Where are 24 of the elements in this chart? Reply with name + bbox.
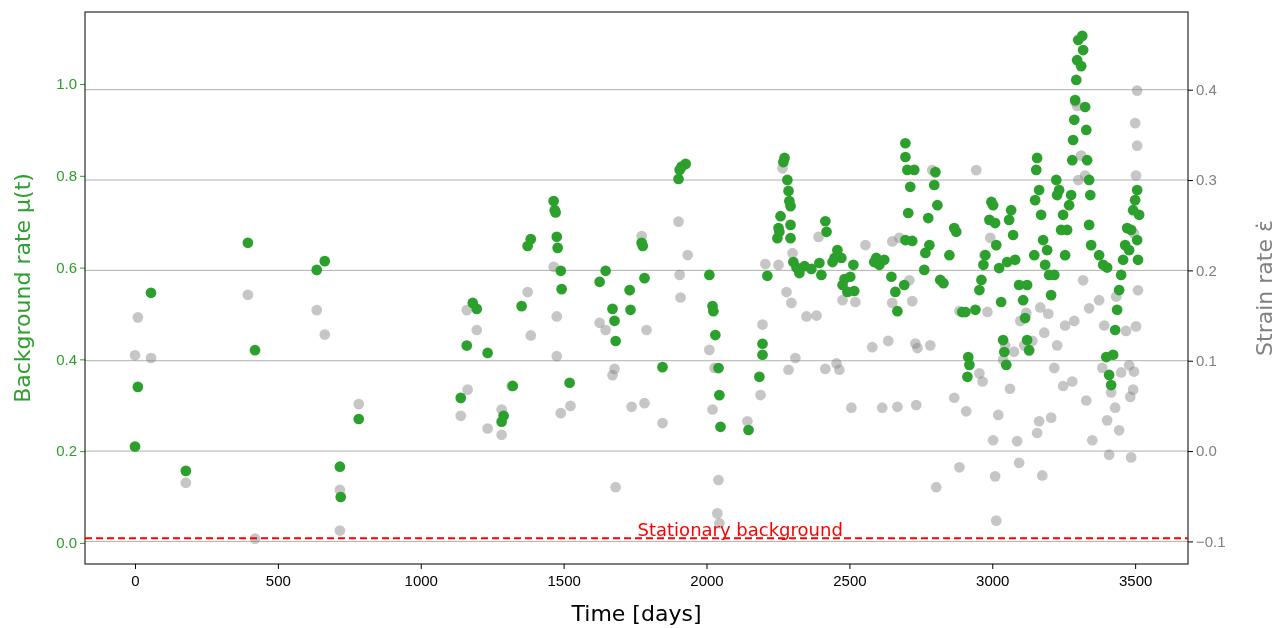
y2-axis-title: Strain rate ε̇ <box>1252 220 1277 356</box>
y2-tick-label: −0.1 <box>1196 532 1226 550</box>
x-tick-label: 1500 <box>547 571 581 589</box>
y2-tick-label: 0.0 <box>1196 442 1217 460</box>
ref-line-label: Stationary background <box>637 519 843 541</box>
x-tick-label: 3500 <box>1118 571 1153 589</box>
x-tick-label: 2500 <box>833 571 867 589</box>
y2-tick-label: 0.2 <box>1196 261 1217 279</box>
y-tick-label: 0.4 <box>56 350 77 368</box>
y-axis-title: Background rate μ(t) <box>10 173 35 403</box>
x-tick-label: 2000 <box>690 571 724 589</box>
x-tick-label: 0 <box>131 571 140 589</box>
x-tick-label: 3000 <box>976 571 1010 589</box>
x-axis-title: Time [days] <box>570 601 702 626</box>
y2-tick-label: 0.1 <box>1196 352 1217 370</box>
x-tick-label: 1000 <box>404 571 438 589</box>
x-tick-label: 500 <box>265 571 291 589</box>
y-tick-label: 0.8 <box>56 167 77 185</box>
y-tick-label: 1.0 <box>56 75 77 93</box>
y2-tick-label: 0.3 <box>1196 171 1217 189</box>
y2-tick-label: 0.4 <box>1196 81 1217 98</box>
y-tick-label: 0.6 <box>56 258 77 276</box>
y-tick-label: 0.2 <box>56 442 77 460</box>
y-tick-label: 0.0 <box>56 534 77 552</box>
